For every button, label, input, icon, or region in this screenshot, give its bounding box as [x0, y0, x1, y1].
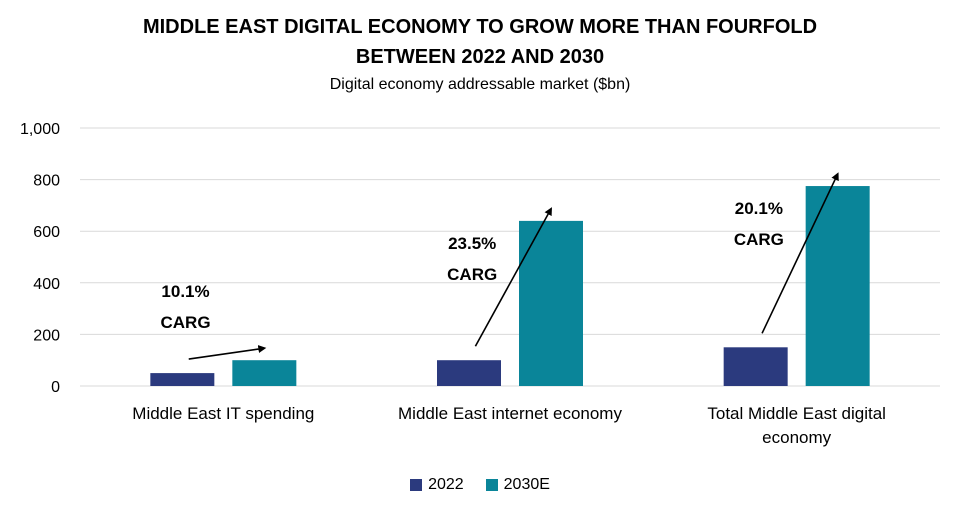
chart-title-line-2: BETWEEN 2022 AND 2030	[355, 46, 605, 68]
y-tick-label: 1,000	[20, 121, 60, 138]
legend-item-2030e: 2030E	[485, 476, 550, 494]
legend-swatch-2030e	[485, 479, 498, 491]
legend-label-2022: 2022	[428, 476, 464, 493]
x-category-label: Middle East IT spending	[132, 404, 314, 423]
x-category-label: Middle East internet economy	[398, 404, 622, 423]
cagr-percent-label: 23.5%	[448, 234, 496, 253]
cagr-arrow	[474, 207, 552, 347]
y-tick-label: 600	[33, 224, 60, 241]
legend-label-2030e: 2030E	[503, 476, 550, 493]
cagr-text-label: CARG	[161, 313, 211, 332]
bar-2022-1	[437, 360, 501, 386]
bar-2022-2	[723, 347, 788, 386]
cagr-percent-label: 20.1%	[735, 199, 783, 218]
legend: 2022 2030E	[0, 476, 960, 494]
legend-swatch-2022	[410, 479, 423, 491]
x-category-label: Total Middle East digital	[707, 404, 886, 423]
bar-chart: 0 200 400 600 800 1,000 Middle East IT spendi…	[20, 121, 940, 447]
legend-item-2022: 2022	[410, 476, 464, 494]
y-tick-label: 400	[33, 276, 60, 293]
cagr-arrow	[761, 172, 839, 334]
cagr-arrow	[188, 345, 267, 360]
chart-title-line-1: MIDDLE EAST DIGITAL ECONOMY TO GROW MORE…	[142, 16, 818, 38]
y-tick-label: 200	[33, 327, 60, 344]
cagr-text-label: CARG	[447, 265, 497, 284]
y-tick-label: 800	[33, 173, 60, 190]
x-category-label: economy	[762, 428, 831, 447]
bar-2030e-2	[805, 186, 870, 386]
cagr-percent-label: 10.1%	[161, 282, 209, 301]
bar-2030e-0	[232, 360, 297, 386]
y-tick-label: 0	[51, 379, 60, 396]
bar-2030e-1	[519, 220, 583, 386]
chart-subtitle: Digital economy addressable market ($bn)	[329, 76, 631, 93]
bar-2022-0	[150, 373, 215, 386]
cagr-text-label: CARG	[734, 230, 784, 249]
